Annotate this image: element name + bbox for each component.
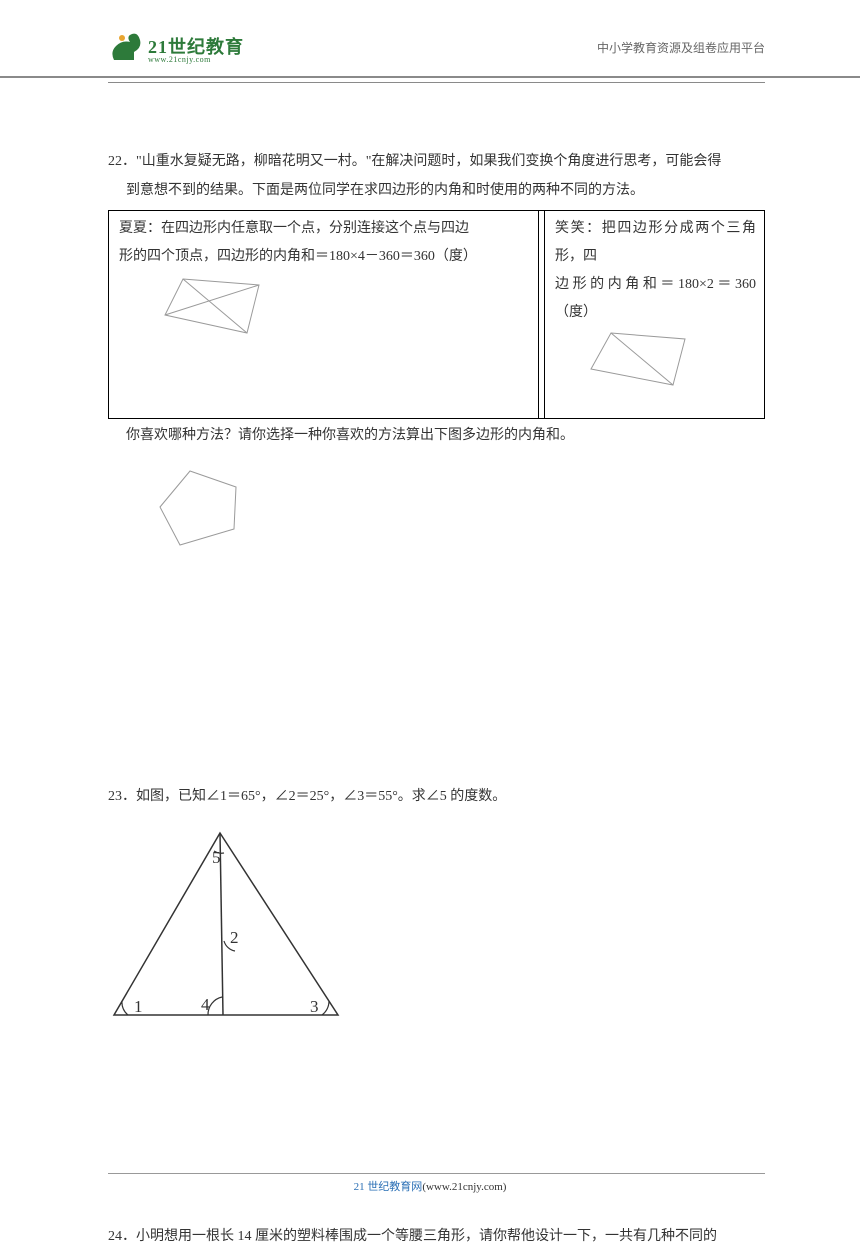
footer-brand: 21 世纪教育网 [354,1181,423,1193]
q24-text: 24．小明想用一根长 14 厘米的塑料棒围成一个等腰三角形，请你帮他设计一下，一… [108,1222,765,1251]
angle-3-label: 3 [310,997,319,1016]
q22-question: 你喜欢哪种方法？请你选择一种你喜欢的方法算出下图多边形的内角和。 [108,421,765,450]
footer-line [108,1173,765,1174]
header-right-text: 中小学教育资源及组卷应用平台 [597,39,765,56]
q22-number: 22． [108,154,136,169]
triangle-angles-figure: 1 2 3 4 5 [100,823,350,1025]
q23-text: 23．如图，已知∠1＝65°，∠2＝25°，∠3＝55°。求∠5 的度数。 [108,782,765,811]
logo-main-text: 21世纪教育 [148,38,244,56]
pentagon-figure-wrap [108,451,765,562]
q23-number: 23． [108,789,136,804]
method-table: 夏夏：在四边形内任意取一个点，分别连接这个点与四边 形的四个顶点，四边形的内角和… [108,210,765,419]
quadrilateral-diagonal-figure [583,327,693,399]
angle-5-label: 5 [212,848,221,867]
angle-2-label: 2 [230,928,239,947]
pentagon-figure [156,467,248,551]
question-23: 23．如图，已知∠1＝65°，∠2＝25°，∠3＝55°。求∠5 的度数。 1 … [108,782,765,1037]
q24-number: 24． [108,1229,136,1244]
logo-icon [108,30,142,64]
method-right-l2: 边形的内角和＝180×2＝360（度） [555,271,756,327]
quadrilateral-inner-point-figure [159,271,269,347]
method-left-cell: 夏夏：在四边形内任意取一个点，分别连接这个点与四边 形的四个顶点，四边形的内角和… [109,211,539,418]
page-footer: 21 世纪教育网(www.21cnjy.com) [0,1173,860,1194]
footer-text: 21 世纪教育网(www.21cnjy.com) [354,1181,507,1193]
method-right-l1: 笑笑：把四边形分成两个三角形，四 [555,215,756,271]
page-header: 21世纪教育 www.21cnjy.com 中小学教育资源及组卷应用平台 [0,0,860,78]
page-content: 22．"山重水复疑无路，柳暗花明又一村。"在解决问题时，如果我们变换个角度进行思… [0,83,860,1251]
q22-line2: 到意想不到的结果。下面是两位同学在求四边形的内角和时使用的两种不同的方法。 [108,176,765,205]
method-left-l1: 夏夏：在四边形内任意取一个点，分别连接这个点与四边 [119,215,530,243]
footer-url: (www.21cnjy.com) [422,1181,506,1193]
q22-line1: 22．"山重水复疑无路，柳暗花明又一村。"在解决问题时，如果我们变换个角度进行思… [108,147,765,176]
angle-4-label: 4 [201,995,210,1014]
logo-sub-text: www.21cnjy.com [148,56,244,64]
angle-1-label: 1 [134,997,143,1016]
question-24: 24．小明想用一根长 14 厘米的塑料棒围成一个等腰三角形，请你帮他设计一下，一… [108,1222,765,1251]
site-logo: 21世纪教育 www.21cnjy.com [108,30,244,64]
method-right-cell: 笑笑：把四边形分成两个三角形，四 边形的内角和＝180×2＝360（度） [545,211,764,418]
logo-text: 21世纪教育 www.21cnjy.com [148,38,244,64]
method-left-l2: 形的四个顶点，四边形的内角和＝180×4－360＝360（度） [119,243,530,271]
question-22: 22．"山重水复疑无路，柳暗花明又一村。"在解决问题时，如果我们变换个角度进行思… [108,147,765,562]
